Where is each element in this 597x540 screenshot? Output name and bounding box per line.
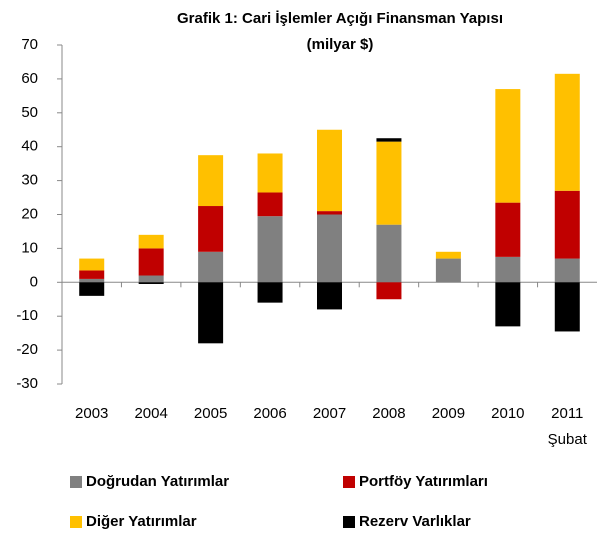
y-tick-label: -10 bbox=[16, 307, 38, 324]
bar-segment bbox=[317, 282, 342, 310]
bar-segment bbox=[317, 214, 342, 283]
bar-segment bbox=[198, 155, 224, 207]
bar-segment bbox=[138, 275, 164, 283]
bar-segment bbox=[435, 251, 461, 259]
bar-segment bbox=[554, 258, 580, 283]
bar-segment bbox=[376, 141, 402, 225]
legend-swatch bbox=[70, 516, 82, 528]
x-tick-label: 2009 bbox=[432, 405, 465, 422]
y-tick-label: 0 bbox=[30, 273, 38, 290]
bar-segment bbox=[376, 282, 402, 300]
bar-segment bbox=[435, 258, 461, 283]
chart-title: Grafik 1: Cari İşlemler Açığı Finansman … bbox=[177, 10, 503, 27]
bar-segment bbox=[376, 138, 402, 142]
bar-segment bbox=[79, 270, 105, 279]
bar-segment bbox=[257, 216, 283, 283]
x-tick-label: 2005 bbox=[194, 405, 227, 422]
bar-segment bbox=[79, 282, 105, 296]
legend-label: Diğer Yatırımlar bbox=[86, 513, 197, 530]
bar-segment bbox=[138, 234, 164, 249]
y-tick-label: 20 bbox=[21, 205, 38, 222]
bar-segment bbox=[257, 192, 283, 217]
bar-segment bbox=[198, 206, 224, 252]
bar-segment bbox=[257, 153, 283, 193]
x-tick-label: 2003 bbox=[75, 405, 108, 422]
x-tick-label: 2008 bbox=[372, 405, 405, 422]
bar-segment bbox=[554, 282, 580, 332]
bar-segment bbox=[495, 282, 521, 327]
y-tick-label: 60 bbox=[21, 70, 38, 87]
legend-label: Rezerv Varlıklar bbox=[359, 513, 471, 530]
x-tick-label: 2007 bbox=[313, 405, 346, 422]
x-tick-label: 2006 bbox=[253, 405, 286, 422]
bar-segment bbox=[79, 278, 105, 283]
y-tick-label: -20 bbox=[16, 341, 38, 358]
x-tick-label: 2011 Şubat bbox=[548, 405, 588, 448]
bar-segment bbox=[495, 202, 521, 257]
bar-segment bbox=[495, 89, 521, 203]
y-tick-label: 40 bbox=[21, 138, 38, 155]
bar-segment bbox=[198, 251, 224, 283]
legend-swatch bbox=[343, 476, 355, 488]
bar-segment bbox=[79, 258, 105, 271]
chart-subtitle: (milyar $) bbox=[307, 36, 374, 53]
bar-segment bbox=[257, 282, 283, 303]
legend-label: Portföy Yatırımları bbox=[359, 473, 488, 490]
bar-segment bbox=[198, 282, 224, 344]
bar-segment bbox=[138, 282, 164, 284]
bar-segment bbox=[376, 224, 402, 283]
bar-segment bbox=[138, 248, 164, 276]
bar-segment bbox=[554, 73, 580, 191]
bar-segment bbox=[317, 211, 342, 215]
legend-swatch bbox=[343, 516, 355, 528]
bar-segment bbox=[554, 190, 580, 259]
x-tick-label: 2010 bbox=[491, 405, 524, 422]
legend-swatch bbox=[70, 476, 82, 488]
bar-segment bbox=[317, 129, 342, 212]
y-tick-label: -30 bbox=[16, 375, 38, 392]
bar-segment bbox=[495, 256, 521, 283]
y-tick-label: 50 bbox=[21, 104, 38, 121]
y-tick-label: 30 bbox=[21, 172, 38, 189]
y-tick-label: 10 bbox=[21, 239, 38, 256]
x-tick-label: 2004 bbox=[134, 405, 167, 422]
legend-label: Doğrudan Yatırımlar bbox=[86, 473, 229, 490]
y-tick-label: 70 bbox=[21, 36, 38, 53]
